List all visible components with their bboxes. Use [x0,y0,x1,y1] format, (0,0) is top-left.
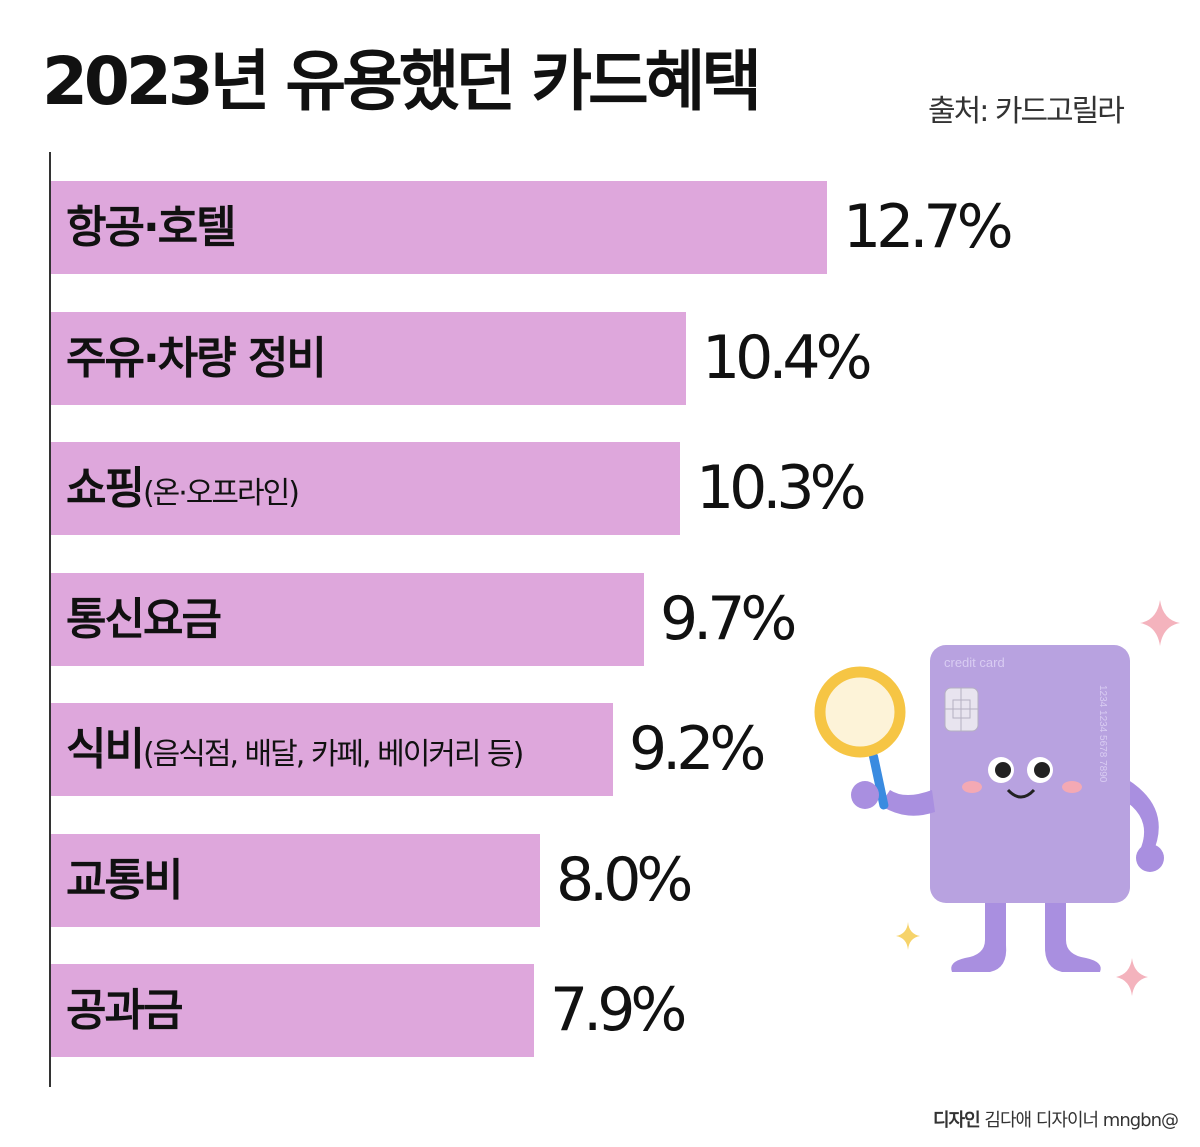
category-label: 통신요금 [66,573,222,666]
card-number: 1234 1234 5678 7890 [1097,685,1108,783]
value-label: 9.7% [660,584,797,654]
designer-credit: 디자인 김다애 디자이너 mngbn@ [933,1110,1179,1131]
source-label: 출처: 카드고릴라 [928,94,1125,129]
value-label: 12.7% [843,192,1014,262]
category-main: 교통비 [66,855,183,906]
category-label: 쇼핑(온·오프라인) [66,442,300,535]
category-label: 식비(음식점, 배달, 카페, 베이커리 등) [66,703,524,796]
chart-title: 2023년 유용했던 카드혜택 [42,43,762,120]
value-label: 7.9% [550,975,687,1045]
bar [51,442,680,535]
credit-card-mascot-illustration: credit card 1234 1234 5678 7890 [814,600,1180,996]
sparkle-icon [1116,958,1148,996]
category-label: 공과금 [66,964,183,1057]
category-label: 주유·차량 정비 [66,312,327,405]
category-main: 식비 [66,724,145,775]
bar [51,312,686,405]
value-label: 10.4% [702,323,873,393]
bar [51,573,644,666]
value-label: 10.3% [696,453,867,523]
category-sub: (온·오프라인) [142,476,300,511]
bar [51,834,540,927]
value-label: 8.0% [556,845,693,915]
bar [51,964,534,1057]
category-label: 항공·호텔 [66,181,237,274]
category-main: 통신요금 [66,594,222,645]
sparkle-icon [896,922,920,950]
category-main: 주유·차량 정비 [66,333,327,384]
category-main: 항공·호텔 [66,202,237,253]
category-label: 교통비 [66,834,183,927]
category-main: 쇼핑 [66,463,145,514]
category-main: 공과금 [66,985,183,1036]
bar [51,703,613,796]
sparkle-icon [1140,600,1180,646]
card-label: credit card [944,655,1005,670]
bar [51,181,827,274]
category-sub: (음식점, 배달, 카페, 베이커리 등) [142,737,524,772]
y-axis-line [49,152,51,1087]
value-label: 9.2% [629,714,766,784]
